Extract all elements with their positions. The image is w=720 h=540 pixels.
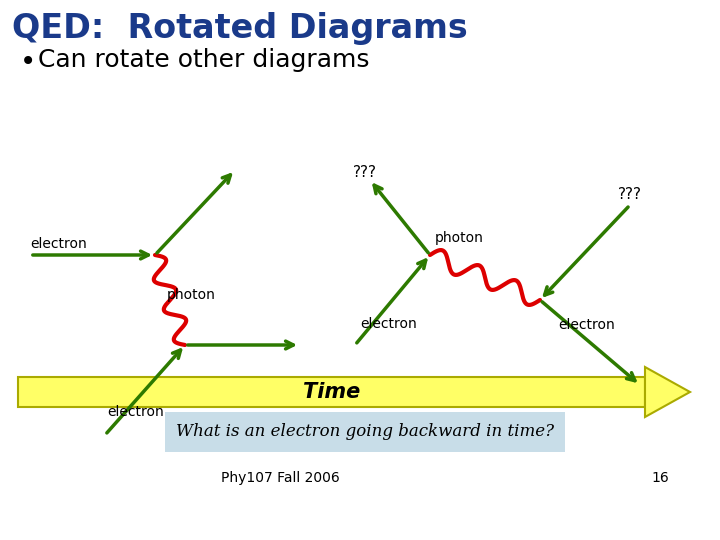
Text: Phy107 Fall 2006: Phy107 Fall 2006 xyxy=(220,471,339,485)
Text: •: • xyxy=(20,48,36,76)
Text: electron: electron xyxy=(558,318,615,332)
Text: ???: ??? xyxy=(618,187,642,202)
Bar xyxy=(165,412,565,452)
Text: electron: electron xyxy=(107,405,163,419)
Text: electron: electron xyxy=(30,237,86,251)
Text: ???: ??? xyxy=(353,165,377,180)
Text: electron: electron xyxy=(360,317,417,331)
Text: QED:  Rotated Diagrams: QED: Rotated Diagrams xyxy=(12,12,468,45)
Polygon shape xyxy=(645,367,690,417)
Text: Can rotate other diagrams: Can rotate other diagrams xyxy=(38,48,369,72)
Text: Time: Time xyxy=(303,382,360,402)
Text: What is an electron going backward in time?: What is an electron going backward in ti… xyxy=(176,423,554,441)
Bar xyxy=(18,377,645,407)
Text: 16: 16 xyxy=(651,471,669,485)
Text: photon: photon xyxy=(167,288,216,302)
Text: photon: photon xyxy=(435,231,484,245)
